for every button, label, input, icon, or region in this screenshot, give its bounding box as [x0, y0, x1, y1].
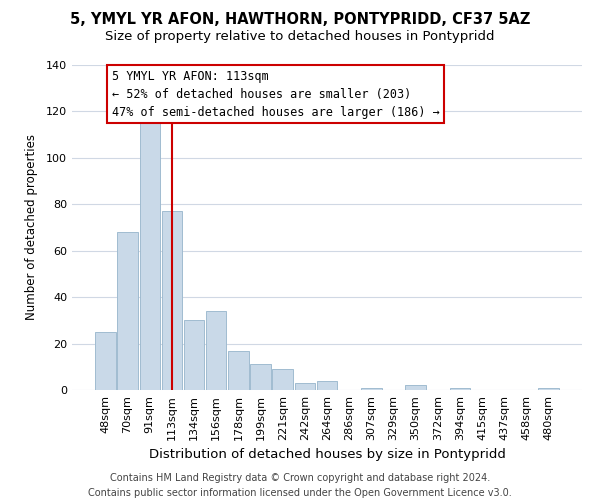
Bar: [361, 388, 382, 390]
Bar: [450, 388, 470, 390]
Bar: [250, 364, 271, 390]
Text: 5 YMYL YR AFON: 113sqm
← 52% of detached houses are smaller (203)
47% of semi-de: 5 YMYL YR AFON: 113sqm ← 52% of detached…: [112, 70, 439, 118]
Bar: [184, 320, 204, 390]
Bar: [272, 369, 293, 390]
Bar: [538, 388, 559, 390]
X-axis label: Distribution of detached houses by size in Pontypridd: Distribution of detached houses by size …: [149, 448, 505, 462]
Bar: [295, 383, 315, 390]
Text: Contains HM Land Registry data © Crown copyright and database right 2024.
Contai: Contains HM Land Registry data © Crown c…: [88, 472, 512, 498]
Bar: [118, 232, 138, 390]
Bar: [140, 116, 160, 390]
Bar: [406, 386, 426, 390]
Bar: [161, 212, 182, 390]
Bar: [228, 350, 248, 390]
Y-axis label: Number of detached properties: Number of detached properties: [25, 134, 38, 320]
Bar: [317, 380, 337, 390]
Bar: [95, 332, 116, 390]
Bar: [206, 311, 226, 390]
Text: 5, YMYL YR AFON, HAWTHORN, PONTYPRIDD, CF37 5AZ: 5, YMYL YR AFON, HAWTHORN, PONTYPRIDD, C…: [70, 12, 530, 28]
Text: Size of property relative to detached houses in Pontypridd: Size of property relative to detached ho…: [105, 30, 495, 43]
